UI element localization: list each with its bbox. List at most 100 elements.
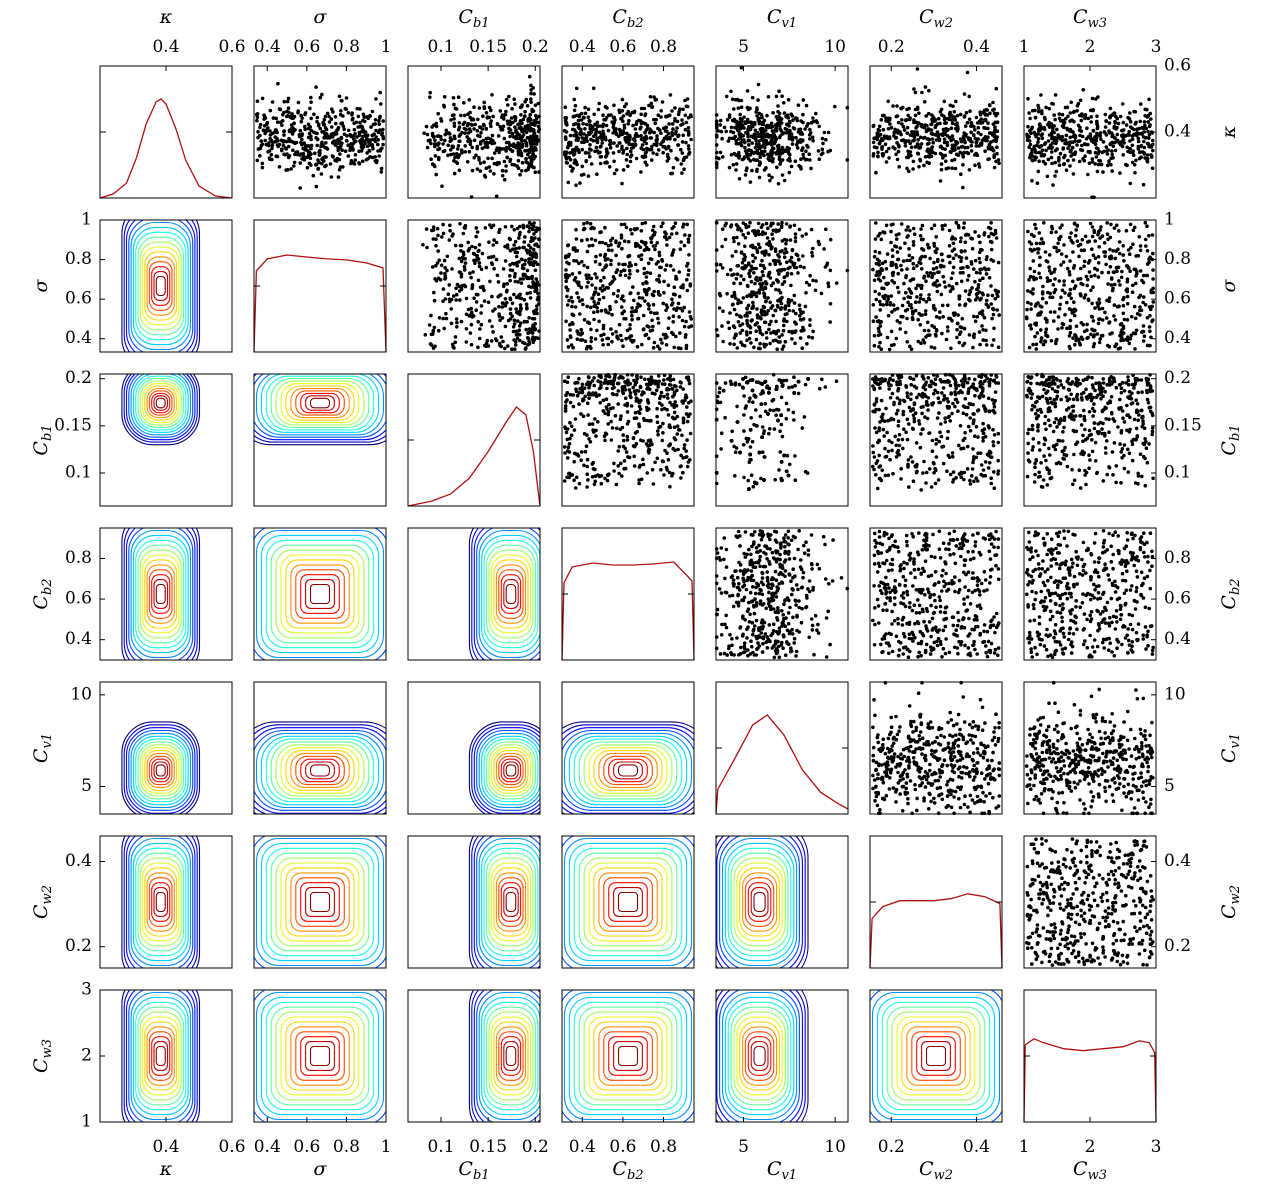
- scatter-point: [660, 140, 665, 144]
- scatter-point: [670, 130, 674, 135]
- scatter-point: [525, 336, 530, 340]
- scatter-point: [457, 134, 462, 138]
- scatter-point: [618, 128, 622, 132]
- scatter-point: [896, 257, 900, 262]
- scatter-point: [1075, 109, 1079, 113]
- scatter-point: [630, 317, 634, 322]
- scatter-point: [500, 168, 505, 173]
- scatter-point: [497, 341, 502, 346]
- scatter-point: [331, 110, 335, 114]
- scatter-point: [1121, 134, 1126, 139]
- scatter-point: [573, 305, 578, 309]
- scatter-point: [572, 258, 576, 263]
- scatter-point: [915, 132, 920, 137]
- scatter-point: [940, 258, 945, 263]
- scatter-point: [604, 123, 609, 128]
- scatter-point: [344, 96, 349, 100]
- scatter-point: [272, 130, 277, 135]
- scatter-point: [986, 126, 990, 131]
- scatter-point: [943, 121, 947, 125]
- scatter-point: [748, 330, 753, 335]
- scatter-point: [845, 105, 850, 110]
- scatter-point: [939, 265, 943, 269]
- scatter-point: [684, 120, 689, 125]
- scatter-point: [911, 243, 916, 247]
- scatter-point: [514, 329, 518, 334]
- scatter-point: [684, 155, 689, 159]
- scatter-point: [886, 297, 891, 301]
- scatter-point: [651, 151, 655, 155]
- scatter-point: [260, 96, 265, 101]
- scatter-point: [263, 138, 268, 143]
- scatter-point: [967, 333, 972, 337]
- scatter-point: [909, 291, 914, 295]
- scatter-point: [481, 122, 486, 127]
- scatter-point: [494, 338, 499, 343]
- scatter-point: [659, 224, 664, 229]
- scatter-point: [743, 235, 748, 240]
- scatter-point: [333, 143, 338, 147]
- scatter-point: [500, 174, 505, 178]
- scatter-point: [504, 164, 508, 168]
- scatter-point: [598, 262, 602, 267]
- scatter-point: [647, 147, 652, 152]
- scatter-point: [777, 111, 782, 116]
- scatter-point: [529, 88, 533, 92]
- scatter-point: [525, 148, 530, 153]
- scatter-point: [871, 140, 876, 145]
- scatter-point: [668, 93, 673, 97]
- scatter-point: [658, 265, 662, 270]
- scatter-point: [1102, 130, 1107, 134]
- scatter-point: [270, 143, 275, 148]
- scatter-point: [918, 261, 923, 266]
- scatter-point: [791, 309, 795, 313]
- scatter-point: [952, 313, 956, 317]
- scatter-point: [526, 152, 530, 157]
- scatter-point: [895, 250, 900, 254]
- scatter-point: [508, 134, 512, 139]
- scatter-point: [614, 270, 618, 275]
- scatter-point: [756, 133, 761, 138]
- scatter-point: [609, 327, 613, 331]
- scatter-point: [940, 153, 944, 157]
- scatter-point: [956, 153, 961, 157]
- scatter-point: [1042, 153, 1046, 158]
- scatter-point: [876, 154, 880, 159]
- scatter-point: [676, 301, 681, 306]
- scatter-point: [1095, 122, 1099, 126]
- scatter-point: [820, 136, 825, 141]
- scatter-point: [775, 165, 779, 170]
- scatter-point: [255, 118, 259, 123]
- scatter-point: [921, 338, 925, 342]
- scatter-point: [593, 286, 598, 291]
- scatter-point: [510, 132, 515, 136]
- scatter-point: [923, 309, 928, 313]
- scatter-point: [489, 108, 493, 113]
- scatter-point: [516, 149, 521, 154]
- scatter-point: [790, 114, 795, 118]
- scatter-point: [921, 297, 926, 302]
- scatter-point: [603, 265, 607, 270]
- scatter-point: [993, 231, 998, 235]
- scatter-point: [758, 328, 762, 333]
- scatter-point: [960, 316, 965, 321]
- scatter-point: [256, 130, 260, 134]
- scatter-point: [774, 287, 778, 292]
- scatter-point: [1028, 266, 1032, 271]
- scatter-point: [474, 308, 479, 313]
- scatter-point: [513, 347, 517, 352]
- scatter-point: [461, 256, 466, 261]
- scatter-point: [989, 221, 993, 225]
- scatter-point: [935, 259, 940, 264]
- scatter-point: [449, 321, 454, 326]
- scatter-point: [519, 169, 524, 173]
- scatter-point: [358, 107, 362, 111]
- scatter-point: [260, 142, 265, 146]
- scatter-point: [486, 136, 491, 141]
- scatter-point: [682, 158, 686, 162]
- scatter-point: [878, 279, 883, 283]
- scatter-point: [608, 142, 612, 147]
- scatter-point: [978, 271, 982, 275]
- scatter-point: [1148, 123, 1152, 127]
- scatter-point: [439, 137, 444, 142]
